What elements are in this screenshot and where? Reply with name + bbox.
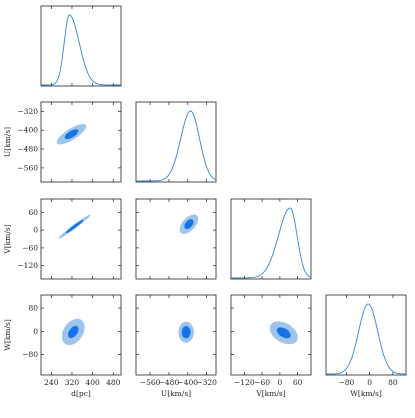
- panel-frame-W-U: [135, 294, 217, 376]
- y-tick-label-U: −480: [17, 145, 38, 154]
- panel-frame-V-V: [230, 198, 312, 280]
- y-tick-label-V: 60: [28, 208, 38, 217]
- x-tick-label-U: −560: [140, 378, 161, 387]
- x-tick-label-d: 240: [44, 378, 59, 387]
- x-tick-label-U: −320: [196, 378, 217, 387]
- x-tick-label-W: −80: [338, 378, 354, 387]
- x-axis-label-V: V[km/s]: [255, 389, 285, 398]
- contour-inner-V-U: [184, 219, 194, 230]
- x-tick-label-W: 0: [367, 378, 372, 387]
- y-tick-label-U: −560: [17, 163, 38, 172]
- contour-inner-V-d: [65, 219, 84, 234]
- y-tick-label-U: −320: [17, 107, 38, 116]
- y-tick-label-W: 80: [28, 304, 38, 313]
- contour-inner-W-V: [276, 327, 291, 339]
- marginal-curve-U: [136, 110, 217, 182]
- x-tick-label-d: 320: [65, 378, 80, 387]
- x-axis-label-d: d[pc]: [71, 389, 91, 398]
- y-tick-label-V: −60: [22, 243, 38, 252]
- panel-frame-W-V: [230, 294, 312, 376]
- x-tick-label-V: −60: [254, 378, 270, 387]
- panel-frame-U-d: [40, 101, 122, 183]
- panel-frame-U-U: [135, 101, 217, 183]
- panel-frame-V-U: [135, 198, 217, 280]
- x-tick-label-U: −400: [177, 378, 198, 387]
- panel-frame-V-d: [40, 198, 122, 280]
- panel-frame-W-W: [325, 294, 407, 376]
- marginal-curve-d: [41, 14, 121, 86]
- y-tick-label-W: −80: [22, 350, 38, 359]
- contour-inner-W-U: [181, 326, 191, 339]
- y-axis-label-V: V[km/s]: [3, 224, 12, 254]
- y-axis-label-W: W[km/s]: [3, 319, 12, 351]
- marginal-curve-W: [325, 303, 407, 375]
- x-tick-label-d: 400: [85, 378, 100, 387]
- y-tick-label-U: −400: [17, 126, 38, 135]
- panel-frame-W-d: [40, 294, 122, 376]
- panel-frame-d-d: [40, 5, 122, 87]
- marginal-curve-V: [231, 207, 312, 279]
- x-tick-label-W: 80: [388, 378, 398, 387]
- x-axis-label-W: W[km/s]: [350, 389, 382, 398]
- x-tick-label-V: 0: [277, 378, 282, 387]
- x-tick-label-d: 480: [106, 378, 121, 387]
- y-tick-label-V: 0: [33, 226, 38, 235]
- x-tick-label-V: −120: [234, 378, 255, 387]
- y-tick-label-V: −120: [17, 261, 38, 270]
- contour-inner-U-d: [64, 129, 79, 140]
- contour-inner-W-d: [68, 325, 79, 339]
- x-tick-label-V: 60: [293, 378, 303, 387]
- y-tick-label-W: 0: [33, 327, 38, 336]
- x-axis-label-U: U[km/s]: [161, 389, 191, 398]
- y-axis-label-U: U[km/s]: [3, 127, 12, 157]
- x-tick-label-U: −480: [159, 378, 180, 387]
